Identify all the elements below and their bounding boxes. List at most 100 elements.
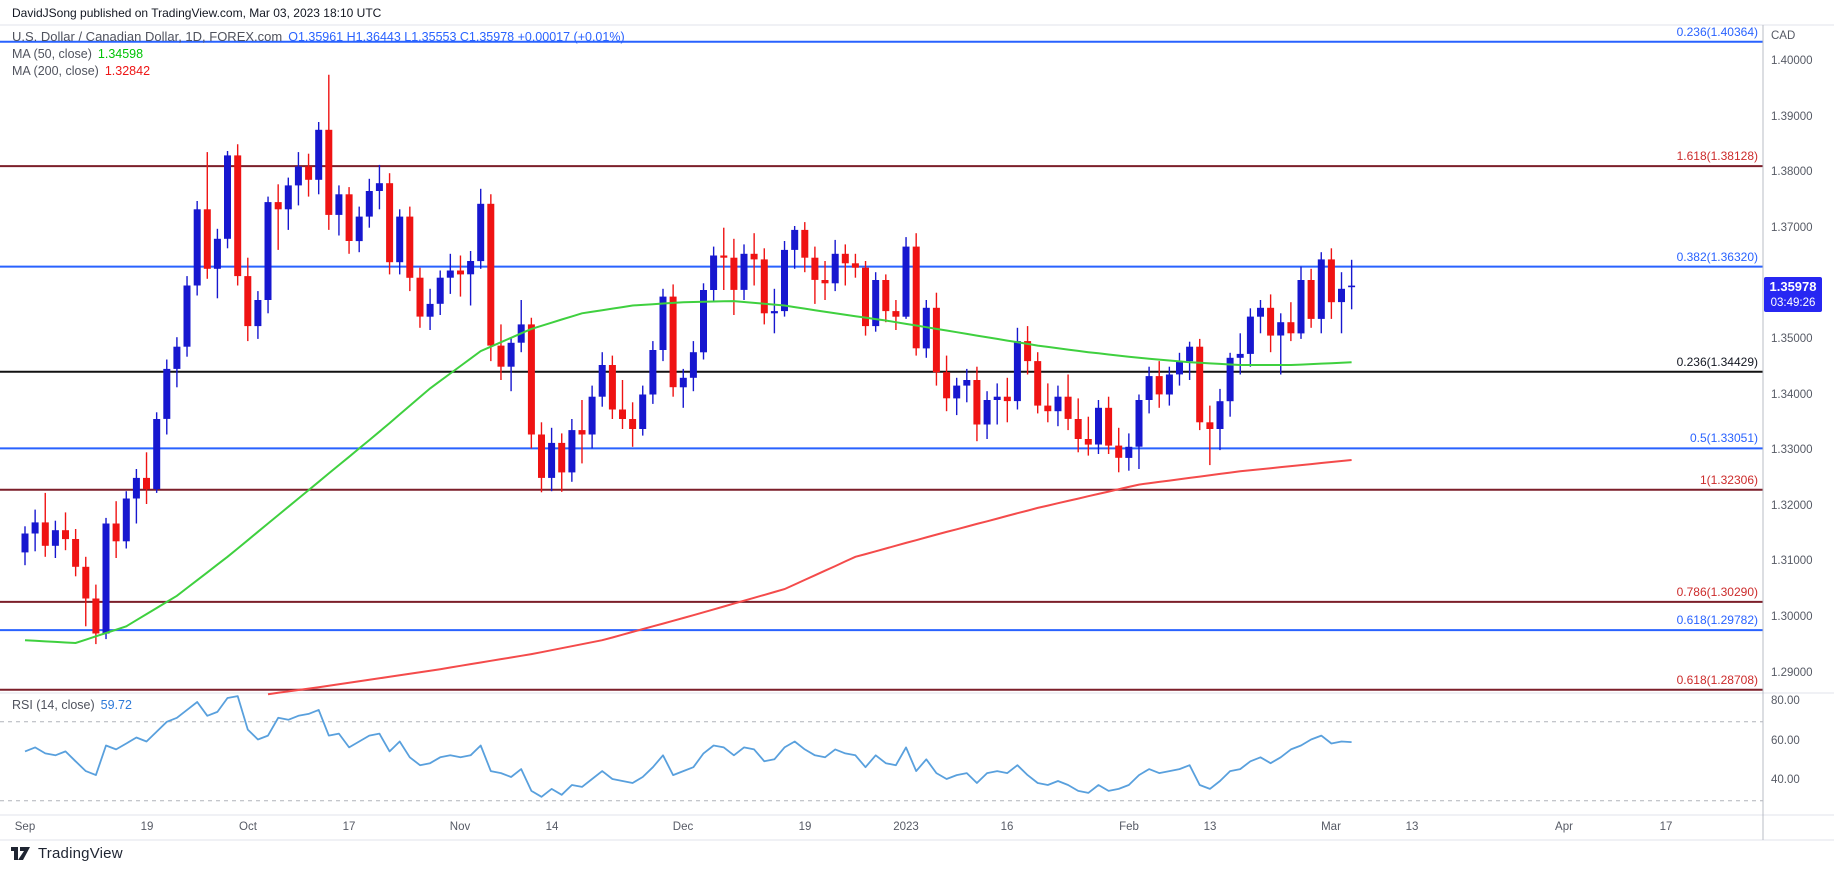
candle-body [132, 477, 140, 499]
candle-body [639, 394, 647, 429]
candle-body [1348, 285, 1356, 288]
candle-body [760, 259, 768, 314]
price-tick-label[interactable]: 1.33000 [1771, 444, 1813, 456]
footer: TradingView [10, 845, 123, 862]
date-tick-label[interactable]: 14 [545, 821, 559, 833]
candle-body [51, 530, 59, 546]
candle-body [122, 498, 130, 542]
candle-body [1226, 357, 1234, 402]
price-tick-label[interactable]: 1.38000 [1771, 166, 1813, 178]
candle-body [446, 270, 454, 278]
candle-body [872, 280, 880, 327]
date-tick-label[interactable]: 19 [140, 821, 154, 833]
candle-body [224, 155, 231, 239]
candle-body [193, 209, 201, 286]
candle-body [548, 442, 556, 478]
date-tick-label[interactable]: 19 [798, 821, 812, 833]
price-tick-label[interactable]: 1.35000 [1771, 333, 1813, 345]
ma50-legend-row[interactable]: MA (50, close) 1.34598 [12, 46, 625, 63]
price-tick-label[interactable]: 1.31000 [1771, 555, 1813, 567]
fib-level-label: 0.618(1.28708) [1676, 673, 1758, 687]
candle-body [1095, 407, 1102, 445]
candle-body [497, 345, 505, 367]
rsi-legend-row[interactable]: RSI (14, close) 59.72 [12, 698, 132, 712]
fib-level-label: 0.786(1.30290) [1676, 585, 1758, 599]
candle-body [355, 216, 363, 242]
candle-body [244, 276, 252, 327]
candle-body [477, 203, 485, 262]
date-tick-label[interactable]: 13 [1203, 821, 1217, 833]
candle-body [1297, 280, 1305, 334]
price-tick-label[interactable]: 1.34000 [1771, 389, 1813, 401]
candle-body [1034, 361, 1042, 406]
candle-body [92, 598, 100, 634]
candle-body [629, 419, 637, 429]
candle-body [72, 539, 80, 567]
fib-level-label: 0.236(1.40364) [1676, 25, 1758, 39]
candle-body [436, 277, 444, 304]
candle-body [325, 129, 333, 215]
candle-body [396, 216, 404, 263]
candle-body [679, 377, 687, 388]
candle-body [791, 229, 799, 250]
candle-body [294, 166, 302, 186]
candle-body [912, 246, 920, 349]
rsi-tick-label[interactable]: 60.00 [1771, 735, 1800, 747]
candle-body [841, 253, 849, 264]
candle-body [1277, 322, 1285, 336]
price-tick-label[interactable]: 1.37000 [1771, 222, 1813, 234]
ma200-legend-row[interactable]: MA (200, close) 1.32842 [12, 63, 625, 80]
date-tick-label[interactable]: Apr [1555, 821, 1573, 833]
date-tick-label[interactable]: 2023 [893, 821, 919, 833]
candle-body [82, 566, 90, 599]
last-price-tag: 1.35978 03:49:26 [1764, 277, 1822, 312]
candle-body [821, 280, 829, 284]
candle-body [588, 396, 596, 435]
candle-body [1105, 407, 1113, 446]
candle-body [1013, 341, 1021, 402]
bar-countdown: 03:49:26 [1770, 296, 1816, 309]
date-tick-label[interactable]: Oct [239, 821, 257, 833]
candle-body [750, 253, 758, 260]
rsi-line [24, 695, 1352, 798]
rsi-tick-label[interactable]: 80.00 [1771, 695, 1800, 707]
date-tick-label[interactable]: Nov [449, 821, 471, 833]
candle-body [254, 300, 262, 327]
date-tick-label[interactable]: Dec [672, 821, 694, 833]
price-tick-label[interactable]: 1.30000 [1771, 611, 1813, 623]
date-tick-label[interactable]: 16 [1000, 821, 1014, 833]
candle-body [538, 434, 545, 478]
candle-body [862, 267, 869, 327]
candle-body [1155, 376, 1163, 395]
candle-body [953, 385, 961, 399]
candle-body [264, 202, 272, 300]
date-tick-label[interactable]: 17 [342, 821, 356, 833]
candle-body [608, 365, 616, 410]
candle-body [1196, 346, 1204, 423]
candle-body [892, 311, 900, 317]
candle-body [1145, 376, 1153, 400]
price-tick-label[interactable]: 1.39000 [1771, 111, 1813, 123]
price-tick-label[interactable]: 1.40000 [1771, 55, 1813, 67]
candle-body [507, 342, 515, 367]
date-tick-label[interactable]: 17 [1659, 821, 1673, 833]
date-tick-label[interactable]: Mar [1321, 821, 1341, 833]
candle-body [112, 523, 120, 542]
price-tick-label[interactable]: 1.32000 [1771, 500, 1813, 512]
candle-body [416, 277, 424, 317]
candle-body [1084, 439, 1092, 445]
date-tick-label[interactable]: 13 [1405, 821, 1419, 833]
candle-body [669, 296, 677, 388]
date-tick-label[interactable]: Sep [14, 821, 36, 833]
candle-body [689, 352, 697, 378]
candle-body [21, 533, 29, 553]
symbol-row[interactable]: U.S. Dollar / Canadian Dollar, 1D, FOREX… [12, 28, 625, 46]
candle-body [1206, 422, 1214, 429]
price-tick-label[interactable]: 1.29000 [1771, 667, 1813, 679]
candle-body [386, 183, 394, 263]
date-tick-label[interactable]: Feb [1119, 821, 1139, 833]
rsi-tick-label[interactable]: 40.00 [1771, 774, 1800, 786]
candle-body [1236, 353, 1244, 358]
